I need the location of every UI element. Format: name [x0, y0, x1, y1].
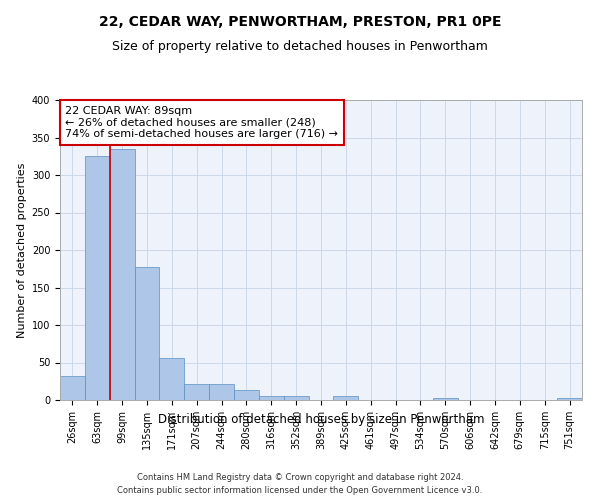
Bar	[284, 396, 308, 400]
Bar	[433, 398, 458, 400]
Text: Distribution of detached houses by size in Penwortham: Distribution of detached houses by size …	[158, 412, 484, 426]
Bar	[184, 384, 209, 400]
Bar	[134, 266, 160, 400]
Bar	[557, 398, 582, 400]
Text: Size of property relative to detached houses in Penwortham: Size of property relative to detached ho…	[112, 40, 488, 53]
Y-axis label: Number of detached properties: Number of detached properties	[17, 162, 28, 338]
Text: 22 CEDAR WAY: 89sqm
← 26% of detached houses are smaller (248)
74% of semi-detac: 22 CEDAR WAY: 89sqm ← 26% of detached ho…	[65, 106, 338, 139]
Bar	[60, 376, 85, 400]
Bar	[259, 396, 284, 400]
Text: Contains public sector information licensed under the Open Government Licence v3: Contains public sector information licen…	[118, 486, 482, 495]
Text: 22, CEDAR WAY, PENWORTHAM, PRESTON, PR1 0PE: 22, CEDAR WAY, PENWORTHAM, PRESTON, PR1 …	[99, 15, 501, 29]
Bar	[334, 396, 358, 400]
Bar	[160, 358, 184, 400]
Bar	[209, 384, 234, 400]
Bar	[234, 390, 259, 400]
Text: Contains HM Land Registry data © Crown copyright and database right 2024.: Contains HM Land Registry data © Crown c…	[137, 472, 463, 482]
Bar	[110, 149, 134, 400]
Bar	[85, 156, 110, 400]
